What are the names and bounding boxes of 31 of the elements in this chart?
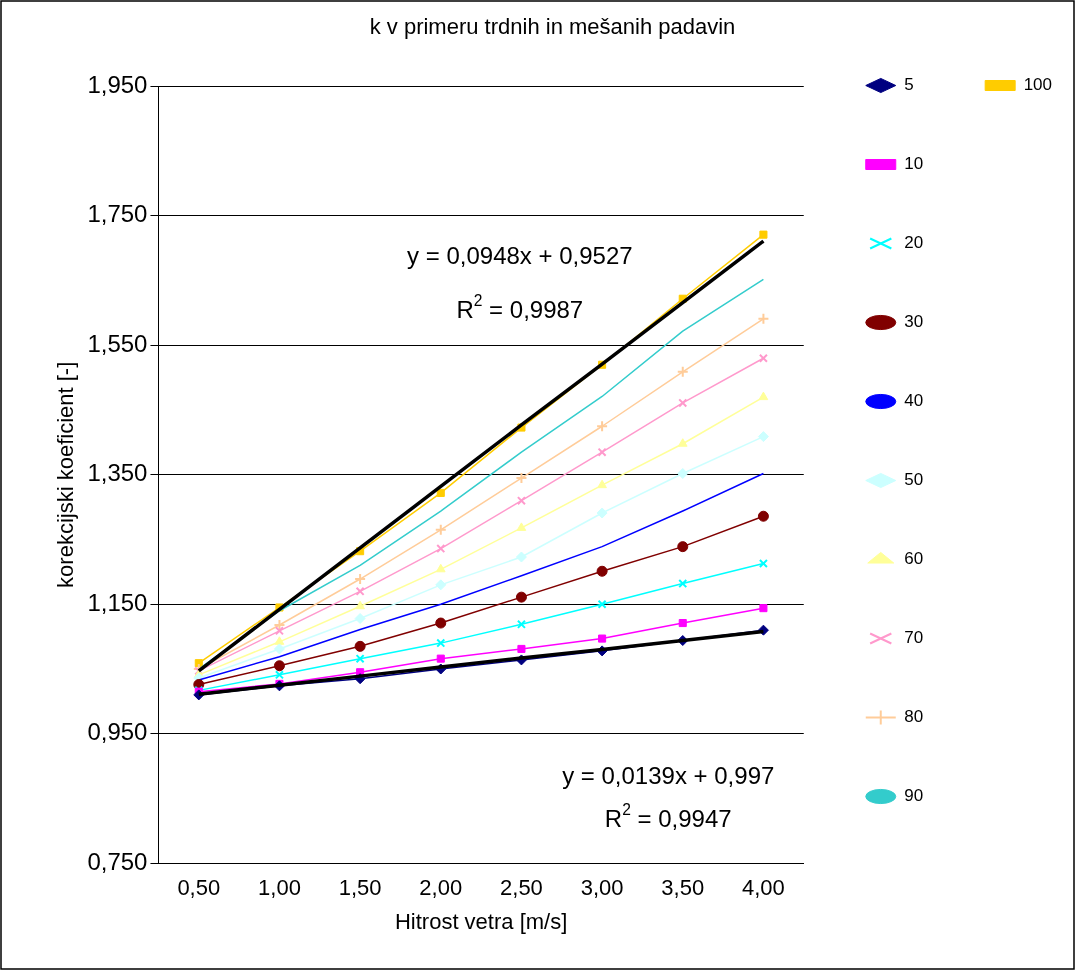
legend-label: 10 (904, 154, 924, 174)
x-tick-label: 1,00 (258, 875, 301, 901)
x-tick-label: 4,00 (742, 875, 785, 901)
legend-label: 100 (1023, 75, 1053, 95)
legend-label: 40 (904, 391, 924, 411)
y-tick-label: 1,350 (87, 459, 148, 487)
annotation: y = 0,0948x + 0,9527 (407, 241, 633, 269)
legend-label: 80 (904, 707, 924, 727)
legend-label: 90 (904, 786, 924, 806)
x-tick-label: 2,50 (500, 875, 543, 901)
legend-label: 70 (904, 628, 924, 648)
y-tick-label: 1,950 (87, 71, 148, 99)
legend-label: 50 (904, 470, 924, 490)
legend-label: 20 (904, 233, 924, 253)
x-tick-label: 3,00 (580, 875, 624, 901)
legend-label: 30 (904, 312, 924, 332)
y-tick-label: 1,550 (87, 329, 148, 357)
y-tick-label: 0,950 (87, 718, 148, 746)
y-axis-title: korekcijski koeficient [-] (53, 361, 79, 588)
y-tick-label: 1,150 (87, 588, 148, 616)
annotation: y = 0,0139x + 0,997 (562, 762, 775, 790)
chart-title: k v primeru trdnih in mešanih padavin (369, 14, 736, 40)
x-axis-title: Hitrost vetra [m/s] (394, 908, 568, 934)
x-tick-label: 1,50 (338, 875, 382, 901)
legend-label: 60 (904, 549, 924, 569)
y-tick-label: 1,750 (87, 200, 148, 228)
y-tick-label: 0,750 (87, 847, 148, 875)
x-tick-label: 2,00 (419, 875, 463, 901)
x-tick-label: 0,50 (177, 875, 221, 901)
x-tick-label: 3,50 (661, 875, 705, 901)
legend-label: 5 (904, 75, 914, 95)
